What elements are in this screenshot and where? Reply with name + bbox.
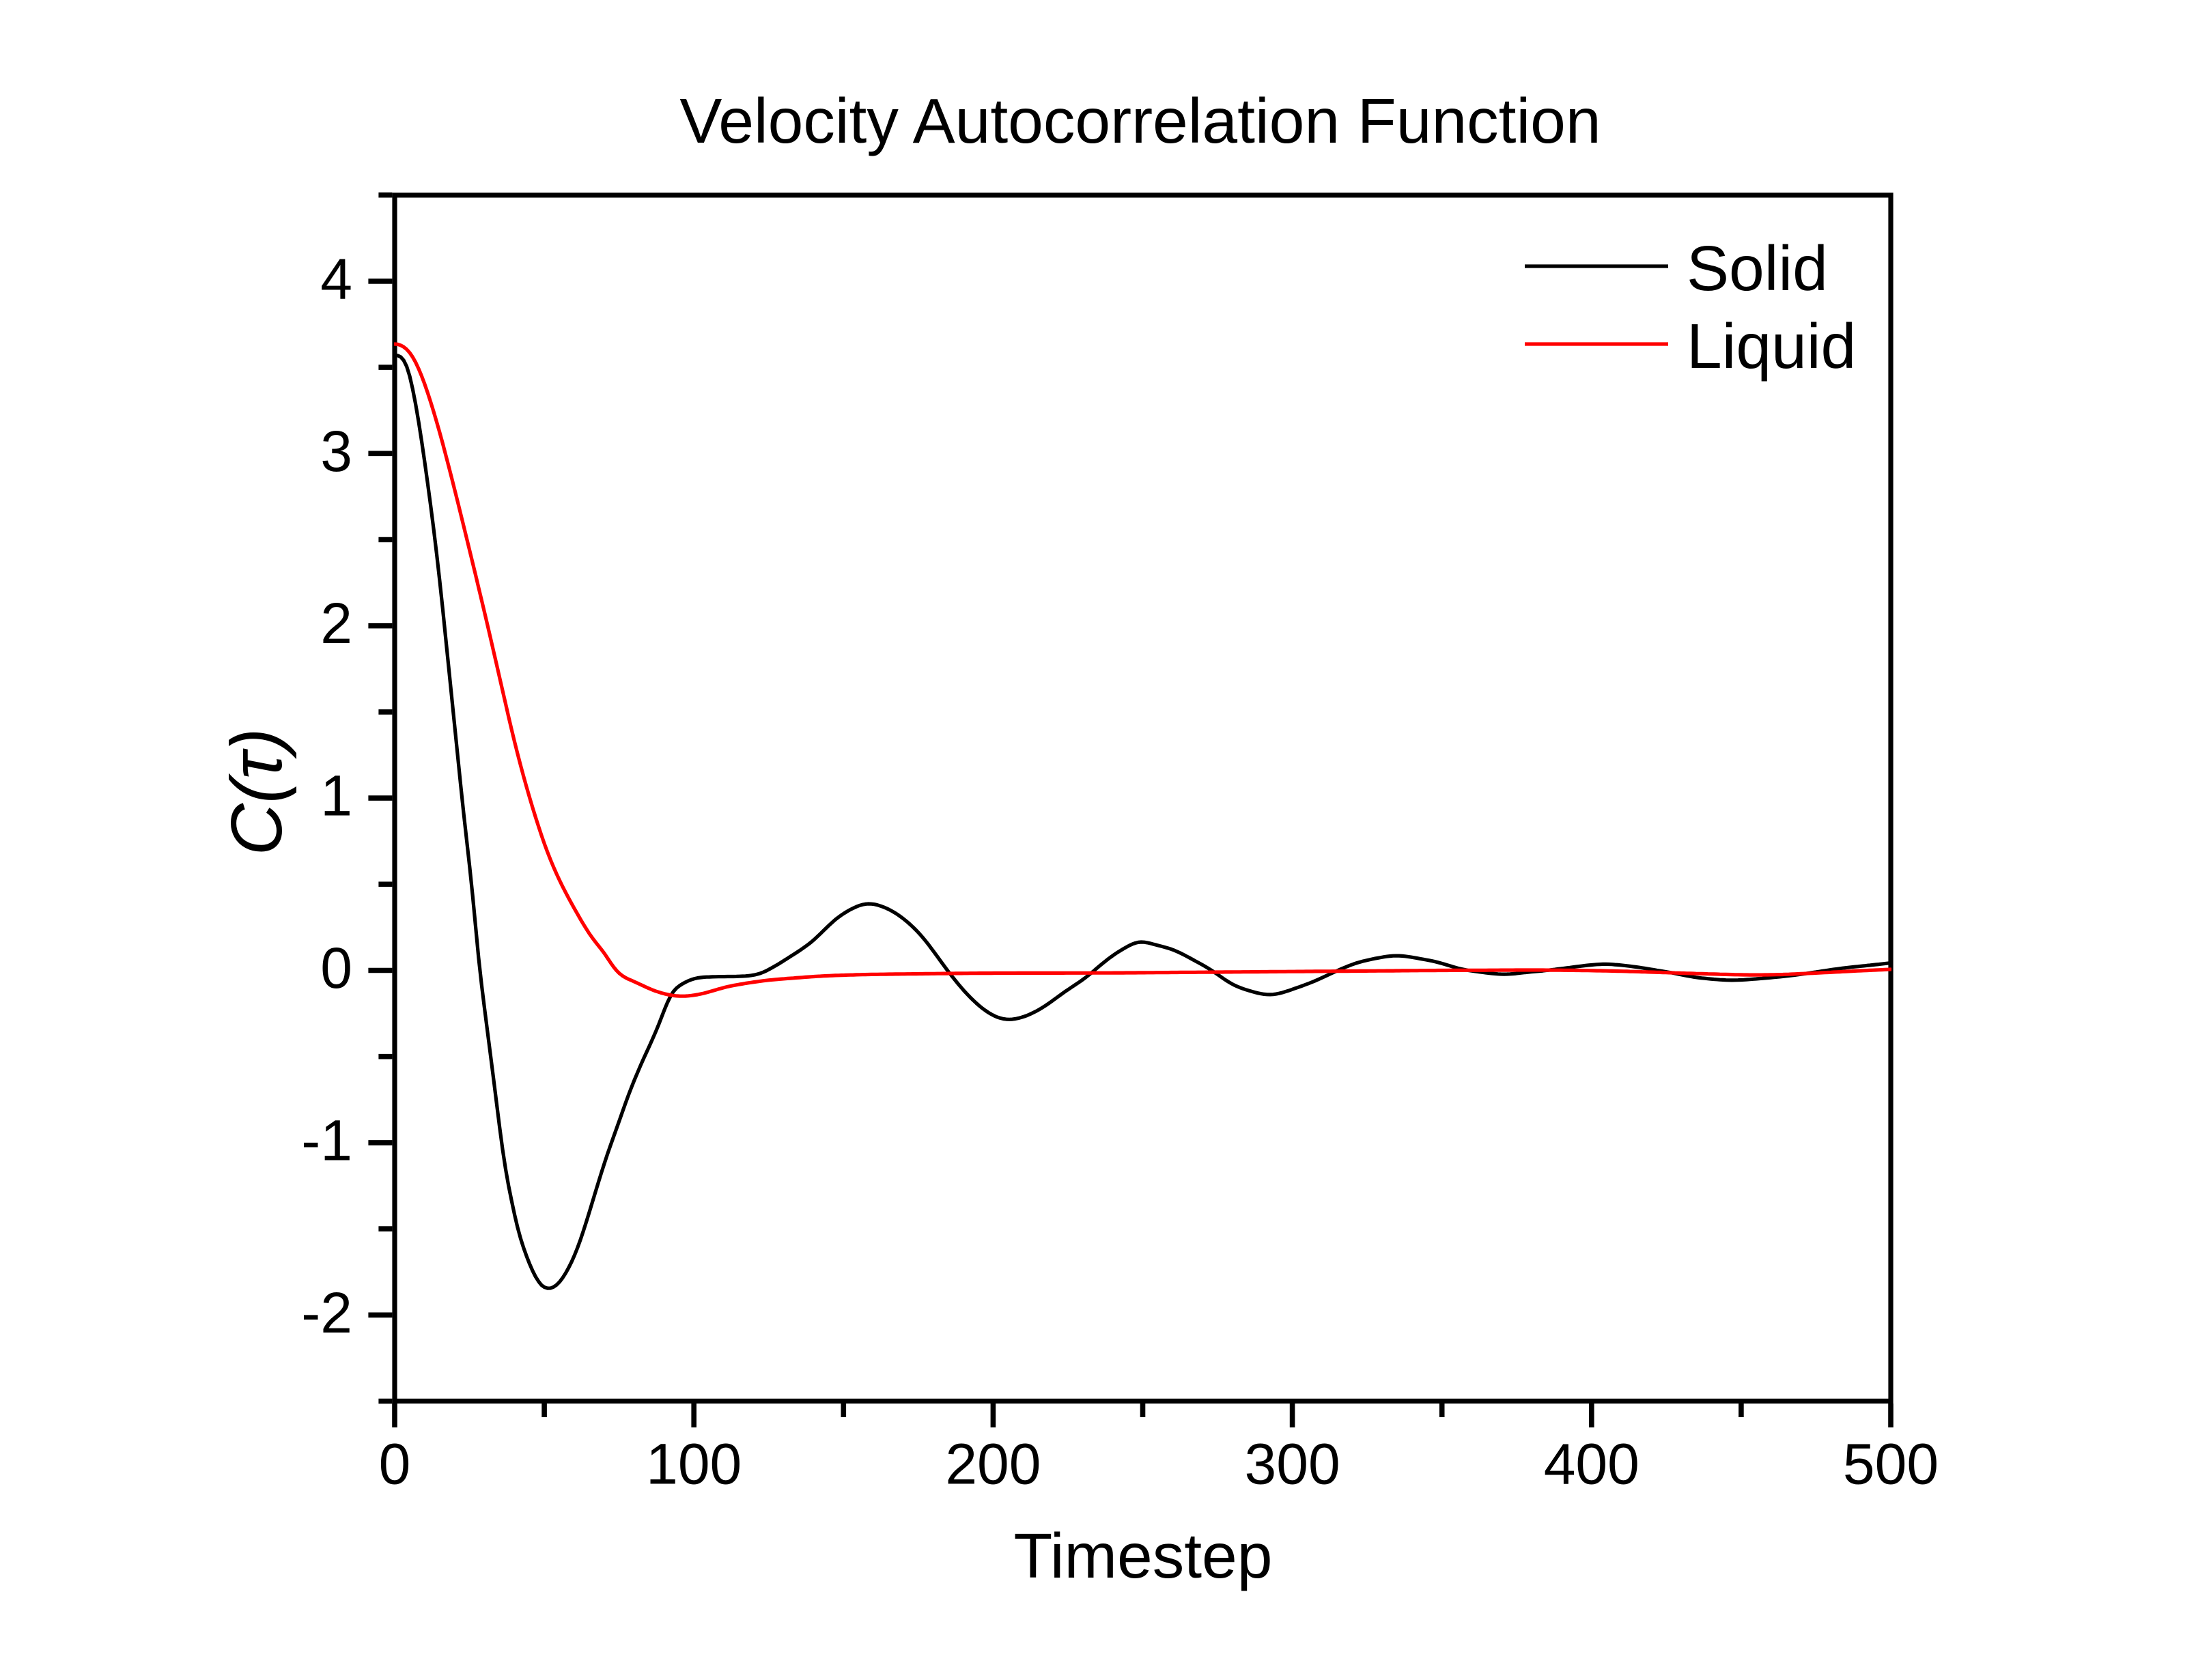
svg-text:500: 500 — [1843, 1432, 1939, 1496]
svg-text:400: 400 — [1544, 1432, 1639, 1496]
svg-text:0: 0 — [320, 936, 352, 1000]
svg-text:3: 3 — [320, 419, 352, 483]
svg-text:-2: -2 — [301, 1281, 352, 1345]
svg-text:0: 0 — [379, 1432, 411, 1496]
svg-text:2: 2 — [320, 591, 352, 655]
svg-text:-1: -1 — [301, 1108, 352, 1172]
svg-text:200: 200 — [945, 1432, 1041, 1496]
svg-text:Liquid: Liquid — [1687, 311, 1856, 382]
svg-text:Velocity Autocorrelation Funct: Velocity Autocorrelation Function — [679, 85, 1601, 156]
svg-text:Timestep: Timestep — [1014, 1520, 1273, 1591]
svg-text:300: 300 — [1245, 1432, 1340, 1496]
svg-text:100: 100 — [646, 1432, 742, 1496]
svg-text:Solid: Solid — [1687, 233, 1828, 304]
svg-text:1: 1 — [320, 764, 352, 828]
svg-text:4: 4 — [320, 246, 352, 311]
svg-text:C(τ): C(τ) — [216, 728, 297, 856]
